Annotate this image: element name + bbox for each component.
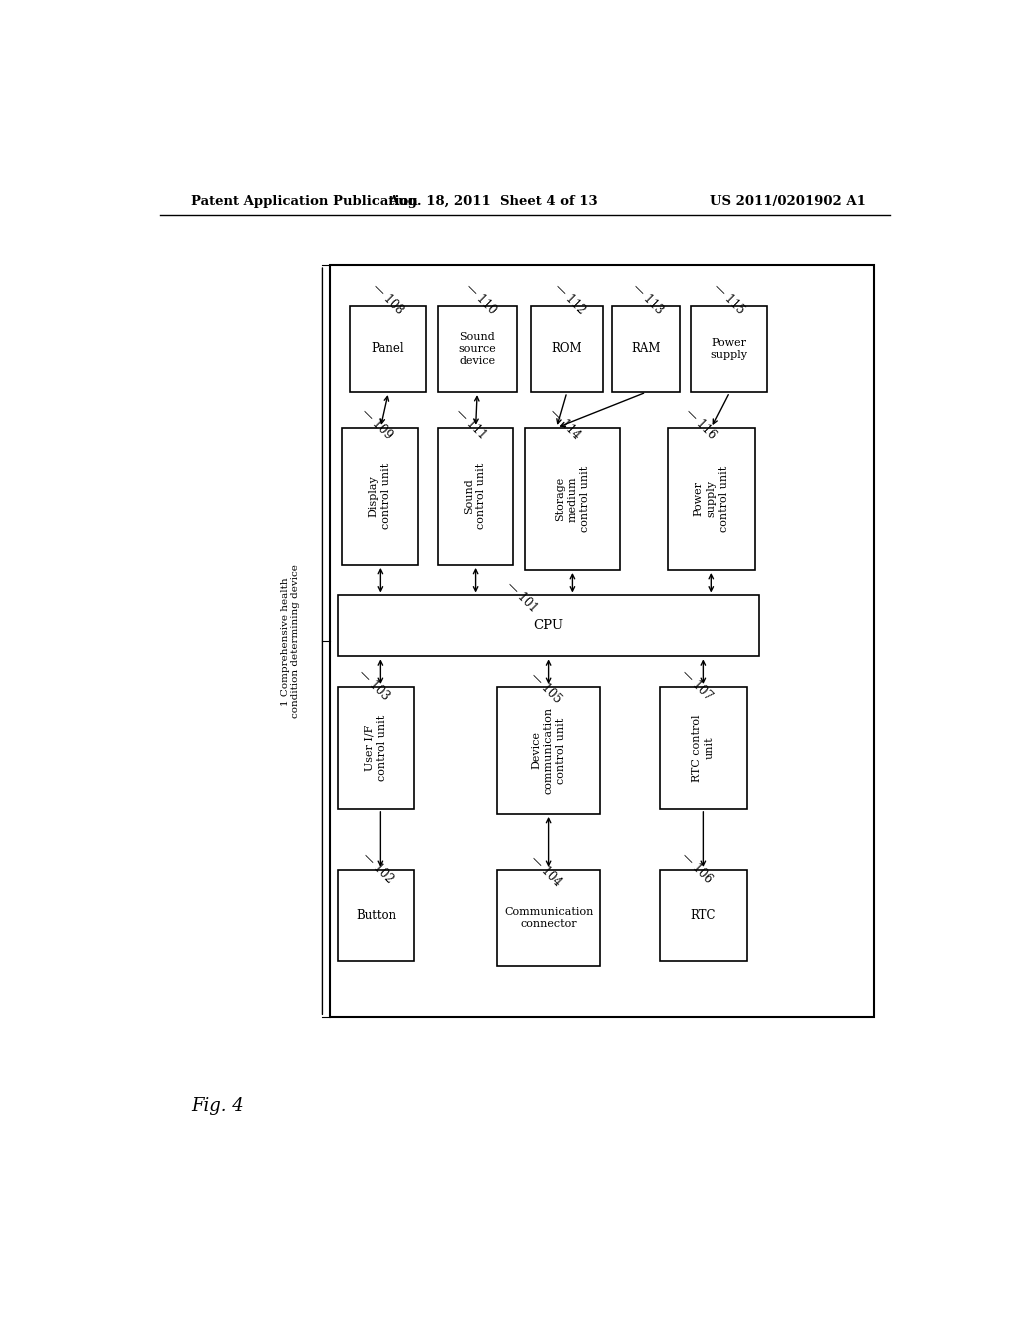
- Text: — 104: — 104: [528, 853, 564, 890]
- Text: — 112: — 112: [552, 281, 588, 317]
- Text: 1 Comprehensive health
condition determining device: 1 Comprehensive health condition determi…: [281, 564, 300, 718]
- Text: Storage
medium
control unit: Storage medium control unit: [555, 466, 590, 532]
- Text: Sound
source
device: Sound source device: [459, 331, 496, 367]
- Text: — 114: — 114: [547, 405, 583, 442]
- Bar: [338, 595, 759, 656]
- Text: — 113: — 113: [630, 281, 666, 317]
- Text: RAM: RAM: [631, 342, 660, 355]
- Text: — 111: — 111: [453, 405, 488, 442]
- Bar: [342, 428, 418, 565]
- Bar: [497, 870, 600, 966]
- Text: Patent Application Publication: Patent Application Publication: [191, 194, 418, 207]
- Text: Power
supply: Power supply: [711, 338, 748, 360]
- Text: — 115: — 115: [711, 281, 746, 317]
- Text: CPU: CPU: [534, 619, 563, 632]
- Text: Panel: Panel: [372, 342, 404, 355]
- Text: Fig. 4: Fig. 4: [191, 1097, 245, 1114]
- Text: — 109: — 109: [359, 405, 395, 442]
- Text: — 103: — 103: [356, 667, 392, 704]
- Text: US 2011/0201902 A1: US 2011/0201902 A1: [711, 194, 866, 207]
- Bar: [531, 306, 602, 392]
- Bar: [691, 306, 767, 392]
- Text: Device
communication
control unit: Device communication control unit: [531, 708, 566, 795]
- Bar: [524, 428, 620, 570]
- Text: Button: Button: [356, 909, 396, 923]
- Text: Aug. 18, 2011  Sheet 4 of 13: Aug. 18, 2011 Sheet 4 of 13: [388, 194, 598, 207]
- Text: Sound
control unit: Sound control unit: [464, 463, 486, 529]
- Text: Power
supply
control unit: Power supply control unit: [694, 466, 729, 532]
- Text: — 116: — 116: [683, 405, 719, 442]
- Bar: [497, 686, 600, 814]
- Bar: [338, 686, 414, 809]
- Bar: [659, 870, 748, 961]
- Text: Display
control unit: Display control unit: [369, 463, 391, 529]
- Bar: [612, 306, 680, 392]
- Bar: [338, 870, 414, 961]
- Text: — 107: — 107: [679, 667, 715, 704]
- Text: — 106: — 106: [679, 850, 715, 886]
- Bar: [437, 428, 513, 565]
- Text: Communication
connector: Communication connector: [504, 907, 593, 929]
- Text: RTC control
unit: RTC control unit: [692, 714, 715, 781]
- Text: — 105: — 105: [528, 671, 564, 706]
- Text: — 110: — 110: [463, 281, 499, 317]
- Bar: [350, 306, 426, 392]
- Text: — 102: — 102: [359, 850, 396, 886]
- Bar: [659, 686, 748, 809]
- Bar: [437, 306, 517, 392]
- Text: User I/F
control unit: User I/F control unit: [365, 715, 387, 781]
- Text: — 108: — 108: [370, 281, 406, 317]
- Text: ROM: ROM: [552, 342, 583, 355]
- Bar: [331, 265, 874, 1018]
- Text: RTC: RTC: [690, 909, 716, 923]
- Bar: [668, 428, 755, 570]
- Text: — 101: — 101: [505, 578, 541, 615]
